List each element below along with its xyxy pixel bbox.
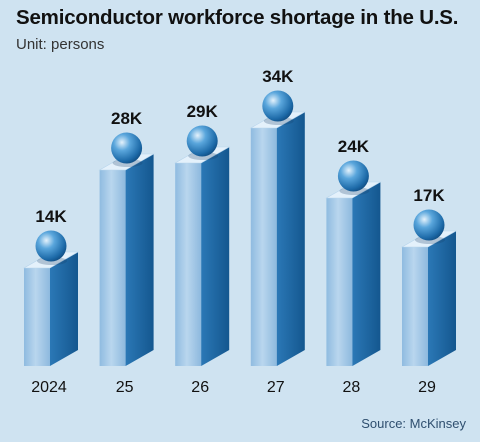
bar-28: 24K 28 [325,137,382,396]
value-label: 29K [187,102,219,121]
bar-side [276,112,305,366]
bars-layer: 14K 2024 28K 25 29K 26 34K 27 24K 28 17K 29 [22,67,458,396]
bar-front [175,163,202,366]
bar-side [428,231,456,366]
value-label: 14K [35,207,67,226]
bar-front [24,268,50,366]
bar-front [402,247,428,366]
x-tick-label: 26 [191,379,209,396]
sphere-marker [186,125,218,157]
bar-side [352,182,381,366]
bar-27: 34K 27 [249,67,306,396]
chart-title: Semiconductor workforce shortage in the … [16,6,459,29]
bar-side [50,252,78,366]
bar-front [99,170,126,366]
source-note: Source: McKinsey [361,416,466,431]
bar-front [326,198,353,366]
chart-subtitle: Unit: persons [16,36,105,53]
sphere-marker [337,160,369,192]
bar-2024: 14K 2024 [22,207,80,396]
bar-25: 28K 25 [98,109,155,396]
sphere-marker [413,209,445,241]
value-label: 28K [111,109,143,128]
bar-side [201,147,230,366]
sphere-marker [35,230,67,262]
sphere-marker [111,132,143,164]
bar-29: 17K 29 [400,186,458,396]
bar-front [250,128,277,366]
bar-26: 29K 26 [174,102,231,396]
x-tick-label: 2024 [31,379,67,396]
bar-side [125,154,154,366]
value-label: 17K [413,186,445,205]
x-tick-label: 25 [116,379,134,396]
x-tick-label: 27 [267,379,285,396]
value-label: 34K [262,67,294,86]
value-label: 24K [338,137,370,156]
sphere-marker [262,90,294,122]
x-tick-label: 29 [418,379,436,396]
x-tick-label: 28 [343,379,361,396]
